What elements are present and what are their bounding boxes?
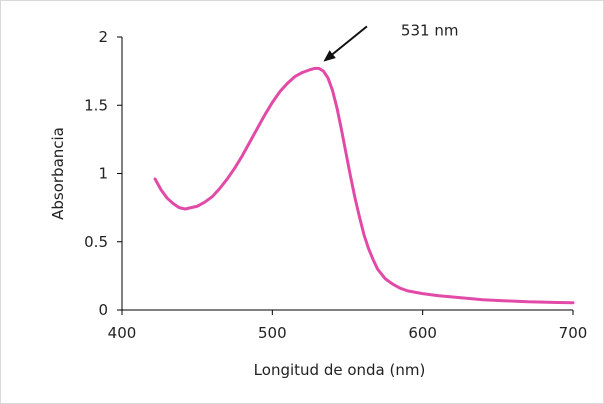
y-axis-label: Absorbancia xyxy=(49,127,67,220)
annotation: 531 nm xyxy=(323,21,459,62)
y-tick-label: 1 xyxy=(98,165,108,183)
x-axis-label: Longitud de onda (nm) xyxy=(254,361,426,379)
y-tick-label: 0.5 xyxy=(84,233,108,251)
series-layer xyxy=(153,66,575,305)
annotation-label: 531 nm xyxy=(401,21,459,39)
x-tick-label: 400 xyxy=(108,324,137,342)
y-tick-label: 1.5 xyxy=(84,96,108,114)
y-ticks: 0 0.5 1 1.5 2 xyxy=(84,28,122,319)
x-tick-label: 700 xyxy=(559,324,588,342)
series-line xyxy=(153,66,575,305)
x-tick-label: 600 xyxy=(408,324,437,342)
annotation-arrow xyxy=(323,25,368,62)
y-tick-label: 0 xyxy=(98,301,108,319)
y-tick-label: 2 xyxy=(98,28,108,46)
x-tick-label: 500 xyxy=(258,324,287,342)
axes xyxy=(121,37,573,311)
x-ticks: 400 500 600 700 xyxy=(108,310,588,342)
